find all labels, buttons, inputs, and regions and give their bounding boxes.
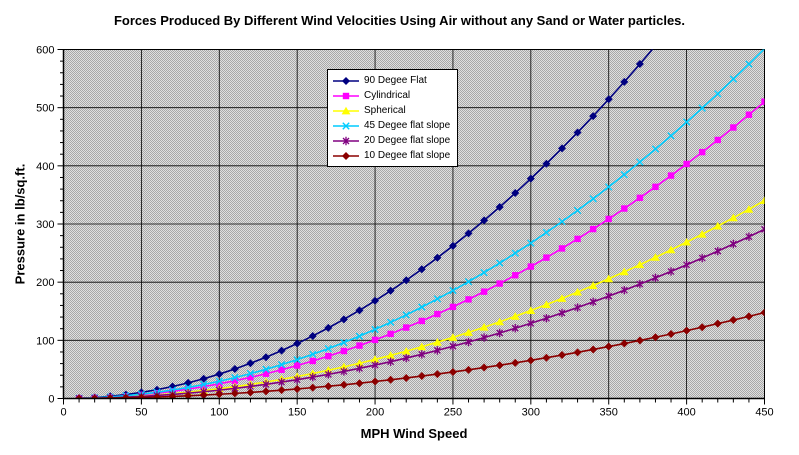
series-90-degee-flat	[75, 49, 656, 399]
svg-text:200: 200	[36, 277, 54, 289]
legend-marker-x-icon	[333, 121, 359, 130]
series-20-degee-flat-slope	[75, 225, 765, 399]
svg-text:150: 150	[288, 407, 306, 419]
svg-text:500: 500	[36, 103, 54, 115]
svg-text:250: 250	[444, 407, 462, 419]
axes	[62, 49, 765, 400]
legend-label: Spherical	[364, 105, 406, 116]
legend-marker-star-icon	[333, 136, 359, 145]
legend-label: 90 Degee Flat	[364, 75, 427, 86]
x-tick-labels: 0 50 100 150 200 250 300 350 400 450	[60, 407, 773, 419]
legend-label: 45 Degee flat slope	[364, 120, 451, 131]
chart-title: Forces Produced By Different Wind Veloci…	[113, 13, 686, 28]
legend-label: 10 Degee flat slope	[364, 150, 451, 161]
legend: 90 Degee Flat Cylindrical Spherical 45 Dege…	[327, 69, 459, 167]
legend-item-45-degee-flat-slope: 45 Degee flat slope	[333, 118, 450, 133]
svg-text:300: 300	[36, 219, 54, 231]
legend-item-20-degee-flat-slope: 20 Degee flat slope	[333, 133, 450, 148]
svg-text:400: 400	[677, 407, 695, 419]
svg-text:450: 450	[755, 407, 773, 419]
svg-text:0: 0	[48, 394, 54, 406]
svg-text:200: 200	[366, 407, 384, 419]
svg-text:400: 400	[36, 161, 54, 173]
series-10-degee-flat-slope	[75, 308, 765, 399]
legend-marker-triangle-icon	[333, 106, 359, 114]
legend-label: Cylindrical	[364, 90, 411, 101]
legend-marker-diamond-icon	[333, 76, 359, 85]
legend-label: 20 Degee flat slope	[364, 135, 451, 146]
svg-text:350: 350	[600, 407, 618, 419]
svg-text:50: 50	[135, 407, 147, 419]
legend-marker-square-icon	[333, 92, 359, 99]
legend-marker-diamond-icon	[333, 151, 359, 160]
svg-text:300: 300	[522, 407, 540, 419]
x-axis-title: MPH Wind Speed	[360, 426, 468, 441]
y-tick-labels: 0 100 200 300 400 500 600	[36, 45, 54, 406]
legend-item-90-degee-flat: 90 Degee Flat	[333, 73, 450, 88]
legend-item-cylindrical: Cylindrical	[333, 88, 450, 103]
legend-item-10-degee-flat-slope: 10 Degee flat slope	[333, 148, 450, 163]
svg-text:600: 600	[36, 45, 54, 57]
svg-text:100: 100	[36, 335, 54, 347]
svg-text:0: 0	[60, 407, 66, 419]
svg-text:100: 100	[210, 407, 228, 419]
legend-item-spherical: Spherical	[333, 103, 450, 118]
